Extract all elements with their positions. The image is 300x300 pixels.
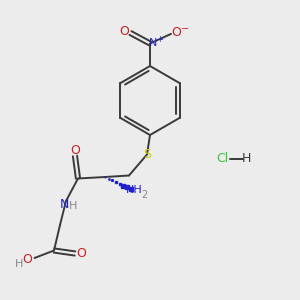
Text: N: N [59,197,69,211]
Text: H: H [241,152,251,166]
Text: 2: 2 [142,190,148,200]
Text: H: H [15,259,24,269]
Text: O: O [172,26,181,39]
Text: O: O [70,144,80,157]
Text: O: O [22,253,32,266]
Text: N: N [149,38,157,49]
Text: O: O [77,247,86,260]
Text: −: − [181,24,189,34]
Text: Cl: Cl [216,152,228,166]
Text: NH: NH [126,184,143,195]
Text: S: S [143,148,151,161]
Text: H: H [69,201,78,212]
Text: O: O [119,25,129,38]
Text: +: + [156,35,163,44]
